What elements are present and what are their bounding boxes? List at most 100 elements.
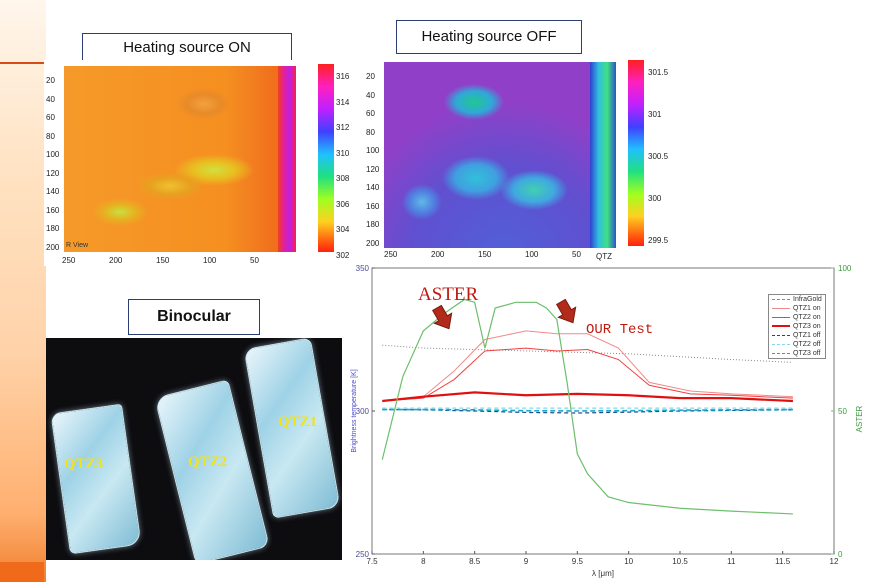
y-tick-label: 300 (356, 407, 370, 416)
legend-swatch (772, 316, 790, 318)
colorbar-tick-label: 304 (336, 225, 350, 234)
x-tick-label: 11.5 (775, 557, 791, 566)
thermal-map-on: R View (64, 66, 296, 252)
legend-label: QTZ1 off (793, 332, 821, 339)
aster-arrow (431, 304, 453, 330)
qtz2-label: QTZ2 (188, 454, 228, 470)
legend-label: QTZ1 on (793, 305, 821, 312)
y-tick-label: 80 (46, 131, 55, 141)
colorbar-tick-label: 301 (648, 110, 662, 119)
instrument-edge-stripe-off (590, 62, 616, 248)
legend-label: QTZ2 off (793, 341, 821, 348)
r-view-label: R View (66, 242, 89, 249)
x-tick-label: 100 (203, 256, 217, 265)
slide-accent-line (0, 62, 44, 64)
y-tick-label: 180 (46, 224, 60, 233)
colorbar-off (628, 60, 644, 246)
heating-off-panel: 20 40 60 80 100 120 140 160 180 200 250 200 150 100 5… (358, 56, 668, 261)
y-tick-label: 200 (366, 238, 380, 248)
y-tick-label: 100 (46, 150, 60, 159)
legend-entry: QTZ2 off (769, 340, 825, 349)
slide-accent-bar (0, 562, 44, 582)
x-tick-label: 200 (109, 256, 123, 265)
y2-tick-label: 50 (838, 407, 847, 416)
y-tick-label: 350 (356, 264, 370, 273)
x-tick-label: 250 (62, 256, 76, 265)
qtz3-label: QTZ3 (64, 456, 104, 472)
aster-annotation: ASTER (418, 284, 479, 305)
series-line-infragold (382, 344, 793, 363)
spectral-chart: 7.5 8 8.5 9 9.5 10 10.5 11 11.5 12 λ [μm] 250 300 350… (346, 262, 886, 580)
y-tick-label: 140 (46, 187, 60, 196)
colorbar-tick-label: 301.5 (648, 68, 669, 77)
series-line-qtz1-on (382, 330, 793, 402)
x-tick-label: 150 (156, 256, 170, 265)
slide-left-decoration (0, 0, 46, 582)
legend-swatch (772, 325, 790, 328)
qtz-axis-tag: QTZ (596, 252, 612, 261)
y-tick-label: 20 (46, 76, 55, 85)
y-tick-label: 20 (366, 72, 375, 81)
y-tick-label: 100 (366, 146, 380, 155)
crystal-qtz3 (50, 403, 142, 555)
legend-label: QTZ3 on (793, 323, 821, 330)
x-tick-label: 10.5 (672, 557, 688, 566)
x-tick-label: 200 (431, 250, 445, 259)
y-tick-label: 160 (46, 205, 60, 215)
y2-tick-label: 0 (838, 550, 843, 559)
y-tick-label: 120 (46, 168, 60, 178)
y-axis-label: Brightness temperature [K] (351, 369, 358, 452)
colorbar-tick-label: 308 (336, 174, 350, 183)
colorbar-tick-label: 300 (648, 194, 662, 203)
chart-legend: InfraGold QTZ1 on QTZ2 on QTZ3 on QTZ1 off QT… (768, 294, 826, 359)
x-tick-label: 250 (384, 250, 398, 259)
our-test-arrow (555, 298, 577, 324)
x-tick-label: 7.5 (366, 557, 378, 566)
colorbar-on (318, 64, 334, 252)
colorbar-tick-label: 300.5 (648, 152, 669, 161)
x-tick-label: 9 (524, 557, 529, 566)
y2-tick-label: 100 (838, 264, 852, 273)
legend-entry: QTZ2 on (769, 313, 825, 322)
colorbar-tick-label: 306 (336, 199, 350, 209)
y-tick-label: 40 (366, 90, 375, 100)
y-tick-label: 60 (46, 113, 55, 122)
x-axis-label: λ [μm] (592, 569, 614, 578)
heating-on-panel: R View 20 40 60 80 100 120 140 160 180 200 250 200… (44, 60, 350, 266)
heating-on-label: Heating source ON (82, 33, 292, 63)
series-line-qtz2-on (382, 347, 793, 402)
colorbar-tick-label: 312 (336, 123, 350, 132)
chart-svg: 7.5 8 8.5 9 9.5 10 10.5 11 11.5 12 λ [μm] 250 300 350… (351, 264, 864, 578)
series-line-aster (381, 298, 793, 515)
our-test-annotation: OUR Test (586, 322, 654, 338)
y-tick-label: 80 (366, 127, 375, 137)
legend-entry: QTZ3 off (769, 349, 825, 358)
legend-swatch (772, 307, 790, 309)
x-tick-label: 50 (250, 256, 259, 265)
y-tick-label: 120 (366, 164, 380, 174)
legend-entry: QTZ1 on (769, 304, 825, 313)
y-tick-label: 160 (366, 201, 380, 211)
legend-entry: QTZ3 on (769, 322, 825, 331)
y-tick-label: 140 (366, 183, 380, 192)
heating-off-label: Heating source OFF (396, 20, 582, 54)
colorbar-tick-label: 316 (336, 72, 350, 81)
legend-entry: QTZ1 off (769, 331, 825, 340)
y-tick-label: 40 (46, 94, 55, 104)
colorbar-tick-label: 299.5 (648, 236, 669, 245)
colorbar-tick-label: 302 (336, 250, 350, 260)
instrument-edge-stripe (278, 66, 296, 252)
legend-swatch (772, 298, 790, 300)
qtz1-label: QTZ1 (278, 414, 318, 430)
x-tick-label: 150 (478, 250, 492, 259)
legend-entry: InfraGold (769, 295, 825, 304)
y-tick-label: 250 (356, 550, 370, 559)
legend-swatch (772, 334, 790, 336)
x-tick-label: 11 (727, 557, 736, 566)
y-tick-label: 60 (366, 109, 375, 118)
y-tick-label: 200 (46, 242, 60, 252)
thermal-map-off (384, 62, 616, 248)
legend-swatch (772, 352, 790, 354)
x-tick-label: 50 (572, 250, 581, 259)
y2-axis-label: ASTER (855, 405, 864, 432)
